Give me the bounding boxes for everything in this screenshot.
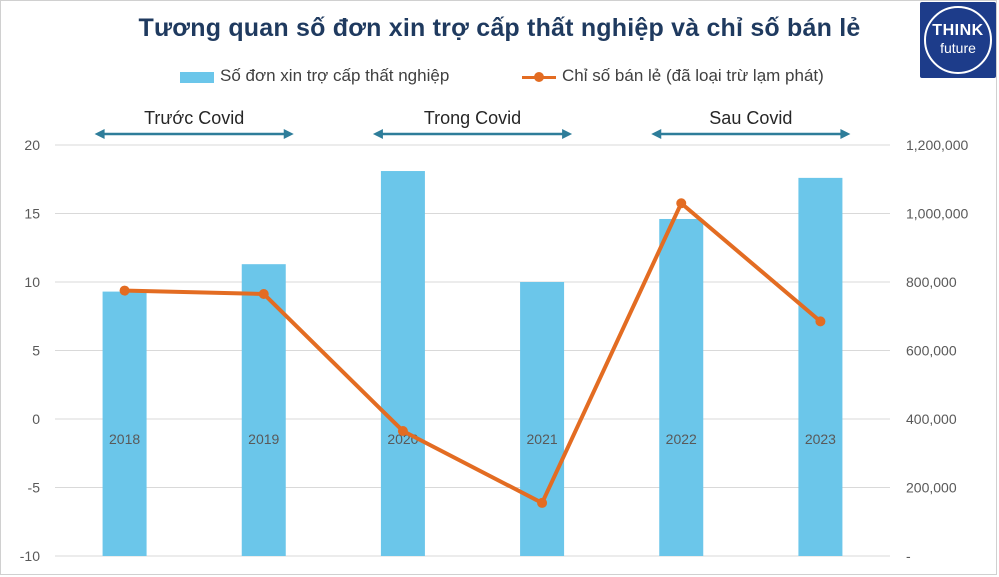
retail-index-point-2022 (676, 198, 687, 209)
logo-ring (924, 6, 992, 74)
y-right-tick-label: 600,000 (906, 343, 957, 359)
x-category-label: 2023 (805, 431, 836, 447)
chart-title: Tương quan số đơn xin trợ cấp thất nghiệ… (138, 14, 861, 42)
think-future-logo: THINK future (920, 2, 996, 78)
x-category-label: 2022 (666, 431, 697, 447)
retail-index-line (124, 201, 822, 505)
retail-index-point-2019 (258, 288, 269, 299)
bar-2020 (380, 171, 425, 556)
period-arrowhead-right (840, 129, 851, 139)
y-left-tick-label: -5 (28, 480, 41, 496)
bar-2023 (798, 177, 843, 556)
x-category-label: 2018 (109, 431, 140, 447)
legend-line-marker (534, 72, 544, 82)
period-label: Sau Covid (709, 108, 792, 128)
retail-index-point-2020 (397, 425, 408, 436)
period-arrowhead-left (651, 129, 662, 139)
period-label: Trong Covid (424, 108, 521, 128)
legend-line-label: Chỉ số bán lẻ (đã loại trừ lạm phát) (562, 66, 824, 85)
period-arrowhead-right (562, 129, 573, 139)
period-arrowhead-right (283, 129, 294, 139)
bar-2018 (102, 291, 147, 556)
bar-2021 (520, 282, 565, 556)
bar-2022 (659, 218, 704, 557)
period-label: Trước Covid (144, 108, 244, 128)
retail-index-point-2018 (119, 285, 130, 296)
y-right-tick-label: 1,200,000 (906, 137, 968, 153)
retail-index-point-2023 (815, 316, 826, 327)
bar-2019 (241, 264, 286, 556)
retail-index-point-2021 (537, 497, 548, 508)
legend-bar-label: Số đơn xin trợ cấp thất nghiệp (220, 66, 450, 85)
y-right-tick-label: 800,000 (906, 274, 957, 290)
x-category-label: 2021 (527, 431, 558, 447)
y-left-tick-label: 10 (24, 274, 40, 290)
period-arrowhead-left (372, 129, 383, 139)
y-left-tick-label: -10 (20, 548, 40, 564)
y-left-tick-label: 5 (32, 343, 40, 359)
y-left-tick-label: 15 (24, 206, 40, 222)
y-right-tick-label: 1,000,000 (906, 206, 968, 222)
period-arrowhead-left (94, 129, 105, 139)
y-left-tick-label: 20 (24, 137, 40, 153)
logo-text-future: future (940, 40, 976, 56)
logo-text-think: THINK (932, 22, 984, 39)
y-right-tick-label: 400,000 (906, 411, 957, 427)
x-category-label: 2019 (248, 431, 279, 447)
y-right-tick-label: - (906, 548, 911, 564)
y-right-tick-label: 200,000 (906, 480, 957, 496)
y-left-tick-label: 0 (32, 411, 40, 427)
legend-bar-swatch (180, 72, 214, 83)
